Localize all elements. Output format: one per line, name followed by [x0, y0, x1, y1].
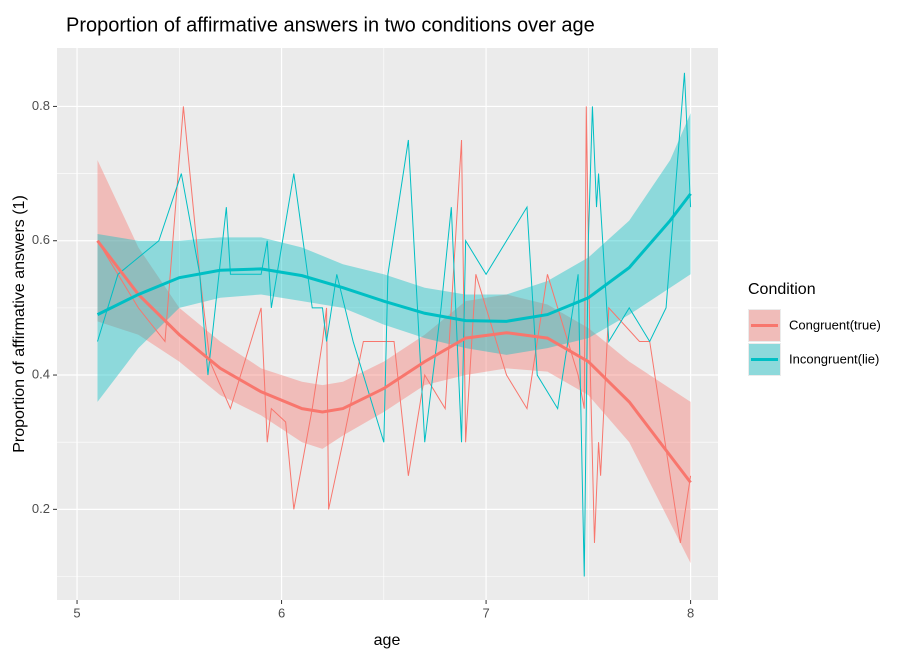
smooth-line: [96, 239, 692, 484]
x-tick-label: 8: [687, 605, 694, 620]
x-axis-label: age: [374, 632, 401, 649]
x-tick-label: 6: [278, 605, 285, 620]
y-tick-label: 0.6: [32, 232, 50, 247]
raw-line: [97, 106, 692, 543]
confidence-band: [97, 113, 691, 402]
x-tick-label: 5: [73, 605, 80, 620]
chart-title: Proportion of affirmative answers in two…: [66, 14, 595, 36]
y-axis-label: Proportion of affirmative answers (1): [11, 195, 28, 453]
y-tick-label: 0.8: [32, 98, 50, 113]
x-tick-label: 7: [482, 605, 489, 620]
y-tick-label: 0.4: [32, 366, 50, 381]
marks: [96, 72, 692, 577]
legend-label: Incongruent(lie): [789, 351, 879, 366]
smooth-line: [96, 192, 692, 323]
y-tick-label: 0.2: [32, 501, 50, 516]
confidence-band: [97, 160, 691, 564]
legend-label: Congruent(true): [789, 317, 881, 332]
raw-line: [97, 72, 692, 577]
legend: Congruent(true) Incongruent(lie): [748, 309, 881, 376]
axes: 5 6 7 8 0.2 0.4 0.6 0.8: [32, 98, 694, 621]
legend-title: Condition: [748, 281, 816, 298]
grid: [57, 48, 718, 600]
